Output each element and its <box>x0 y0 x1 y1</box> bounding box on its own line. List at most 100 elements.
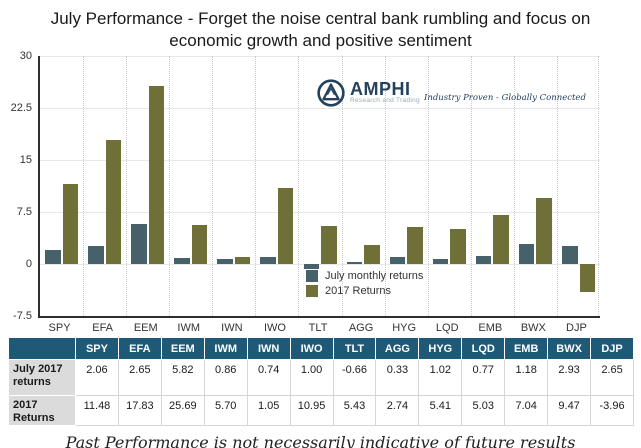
bar-july-EEM <box>131 223 147 264</box>
gridline-v <box>255 56 256 316</box>
x-axis-tick: SPY <box>48 322 71 334</box>
bar-2017-LQD <box>450 229 466 264</box>
bar-july-EFA <box>88 245 104 264</box>
x-axis-tick: EEM <box>133 322 158 334</box>
bar-july-AGG <box>346 261 363 264</box>
table-cell-AGG: 2.74 <box>375 395 420 426</box>
chart-title: July Performance - Forget the noise cent… <box>50 9 591 50</box>
table-cell-HYG: 1.02 <box>418 359 463 396</box>
col-header-BWX: BWX <box>547 337 592 360</box>
bar-july-SPY <box>45 249 61 264</box>
gridline-v <box>298 56 299 316</box>
bar-2017-AGG <box>364 245 380 264</box>
legend-label: July monthly returns <box>325 270 424 282</box>
logo-tagline: Industry Proven - Globally Connected <box>424 93 586 103</box>
table-cell-SPY: 2.06 <box>75 359 119 396</box>
table-cell-EFA: 17.83 <box>117 395 162 426</box>
col-header-HYG: HYG <box>418 337 463 360</box>
bar-july-HYG <box>389 256 406 264</box>
table-cell-TLT: -0.66 <box>332 359 377 396</box>
table-cell-LQD: 0.77 <box>461 359 506 396</box>
table-cell-SPY: 11.48 <box>75 395 119 426</box>
table-cell-IWN: 1.05 <box>246 395 291 426</box>
bar-2017-EFA <box>105 140 122 264</box>
table-cell-TLT: 5.43 <box>332 395 377 426</box>
bar-july-LQD <box>432 258 449 264</box>
col-header-SPY: SPY <box>75 337 119 360</box>
amphi-logo: AMPHI Research and Trading <box>316 78 420 108</box>
bar-july-IWN <box>217 258 233 264</box>
y-axis-tick: -7.5 <box>13 310 32 322</box>
table-cell-EFA: 2.65 <box>117 359 162 396</box>
bar-july-IWM <box>174 258 190 264</box>
legend-item: 2017 Returns <box>306 285 423 297</box>
col-header-EEM: EEM <box>160 337 205 360</box>
x-axis-tick: TLT <box>308 322 328 334</box>
logo-subtitle: Research and Trading <box>350 97 420 104</box>
bar-july-BWX <box>518 243 535 264</box>
x-axis-tick: EFA <box>92 322 114 334</box>
disclaimer-caption: Past Performance is not necessarily indi… <box>65 433 576 448</box>
table-cell-EEM: 5.82 <box>160 359 205 396</box>
gridline-v <box>212 56 213 316</box>
col-header-EMB: EMB <box>504 337 549 360</box>
col-header-DJP: DJP <box>590 337 634 360</box>
table-cell-EMB: 1.18 <box>504 359 549 396</box>
gridline-v <box>514 56 515 316</box>
bar-2017-TLT <box>321 226 337 264</box>
bar-2017-IWO <box>277 188 294 264</box>
bar-2017-EMB <box>493 215 509 264</box>
bar-2017-BWX <box>536 198 552 264</box>
gridline-v <box>385 56 386 316</box>
gridline-h <box>40 56 600 57</box>
table-cell-EMB: 7.04 <box>504 395 549 426</box>
col-header-AGG: AGG <box>375 337 420 360</box>
table-cell-DJP: -3.96 <box>590 395 634 426</box>
returns-table: SPY EFA EEM IWM IWN IWO TLT AGG HYG LQD EMB BWX DJP J… <box>8 337 634 426</box>
table-header-row: SPY EFA EEM IWM IWN IWO TLT AGG HYG LQD EMB BWX DJP <box>8 337 634 360</box>
bar-2017-IWN <box>234 256 251 264</box>
table-cell-LQD: 5.03 <box>461 395 506 426</box>
gridline-h <box>40 160 600 161</box>
x-axis-tick: EMB <box>478 322 503 334</box>
gridline-v <box>557 56 558 316</box>
col-header-empty <box>8 337 76 360</box>
bar-2017-EEM <box>148 85 165 264</box>
x-axis-tick: IWO <box>263 322 286 334</box>
amphi-logo-icon <box>317 79 345 107</box>
col-header-IWO: IWO <box>289 337 334 360</box>
bar-chart: 30 22.5 15 7.5 0 -7.5 SPY EFA EEM IWM IWN IWO TLT AG… <box>0 50 641 337</box>
row-label: 2017 Returns <box>8 395 76 426</box>
y-axis-tick: 30 <box>19 50 32 62</box>
gridline-v <box>471 56 472 316</box>
y-axis-tick: 15 <box>19 154 32 166</box>
logo-name: AMPHI <box>350 79 411 99</box>
bar-july-TLT <box>303 264 319 269</box>
gridline-h <box>40 108 600 109</box>
y-axis-tick: 7.5 <box>16 206 32 218</box>
bar-2017-SPY <box>62 184 78 264</box>
bar-july-DJP <box>562 245 578 264</box>
table-cell-IWO: 10.95 <box>289 395 334 426</box>
legend-label: 2017 Returns <box>325 285 392 297</box>
gridline-v <box>428 56 429 316</box>
y-axis-tick: 0 <box>25 258 32 270</box>
row-label: July 2017 returns <box>8 359 76 396</box>
x-axis-tick: IWM <box>177 322 201 334</box>
table-cell-BWX: 9.47 <box>547 395 592 426</box>
table-cell-EEM: 25.69 <box>160 395 205 426</box>
table-cell-IWN: 0.74 <box>246 359 291 396</box>
chart-legend: July monthly returns 2017 Returns <box>306 270 423 300</box>
gridline-v <box>598 56 599 316</box>
gridline-v <box>169 56 170 316</box>
gridline-v <box>342 56 343 316</box>
gridline-v <box>126 56 127 316</box>
table-cell-AGG: 0.33 <box>375 359 420 396</box>
x-axis: SPY EFA EEM IWM IWN IWO TLT AGG HYG LQD EMB BWX DJP <box>38 322 598 336</box>
table-cell-IWM: 0.86 <box>203 359 248 396</box>
table-cell-BWX: 2.93 <box>547 359 592 396</box>
col-header-TLT: TLT <box>332 337 377 360</box>
table-cell-IWM: 5.70 <box>203 395 248 426</box>
col-header-EFA: EFA <box>117 337 162 360</box>
